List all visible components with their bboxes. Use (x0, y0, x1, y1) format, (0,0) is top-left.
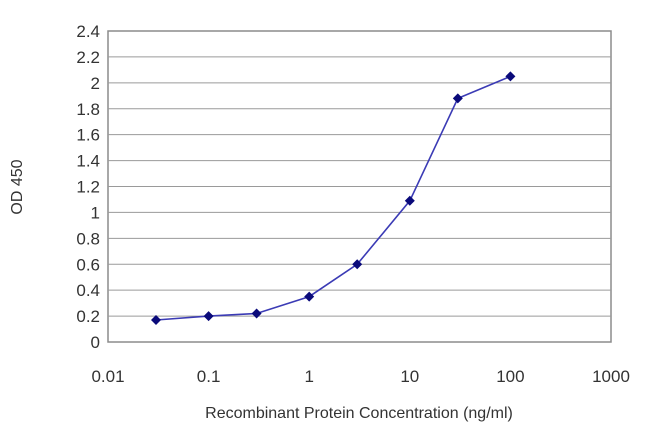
y-tick-label: 1.8 (76, 100, 100, 119)
y-tick-label: 2 (91, 74, 100, 93)
x-tick-label: 0.1 (197, 367, 221, 386)
y-tick-label: 1.2 (76, 178, 100, 197)
y-tick-label: 1.4 (76, 152, 100, 171)
data-point (452, 93, 463, 104)
y-tick-label: 1.6 (76, 126, 100, 145)
data-point (505, 71, 516, 82)
series-line (155, 75, 511, 321)
x-tick-label: 10 (400, 367, 419, 386)
data-point (151, 315, 161, 325)
data-point (404, 195, 415, 206)
x-tick-labels: 0.01 0.1 1 10 100 1000 (91, 367, 629, 386)
data-points (151, 71, 516, 325)
x-tick-label: 1 (304, 367, 313, 386)
x-tick-label: 1000 (592, 367, 630, 386)
y-tick-label: 0 (91, 333, 100, 352)
y-axis-label: OD 450 (9, 159, 26, 214)
x-tick-label: 0.01 (91, 367, 124, 386)
y-tick-label: 0.4 (76, 281, 100, 300)
x-tick-label: 100 (496, 367, 524, 386)
data-point (304, 291, 315, 302)
y-tick-labels: 0 0.2 0.4 0.6 0.8 1 1.2 1.4 1.6 1.8 2 2.2 2.4 (76, 22, 100, 352)
data-point (352, 259, 363, 270)
y-tick-label: 0.2 (76, 307, 100, 326)
y-tick-label: 0.8 (76, 229, 100, 248)
data-point (251, 308, 262, 319)
y-tick-label: 2.2 (76, 48, 100, 67)
data-point (203, 311, 214, 322)
y-tick-label: 1 (91, 203, 100, 222)
x-axis-label: Recombinant Protein Concentration (ng/ml… (205, 405, 513, 422)
y-tick-label: 0.6 (76, 255, 100, 274)
grid-lines (108, 56, 611, 317)
y-tick-label: 2.4 (76, 22, 100, 41)
